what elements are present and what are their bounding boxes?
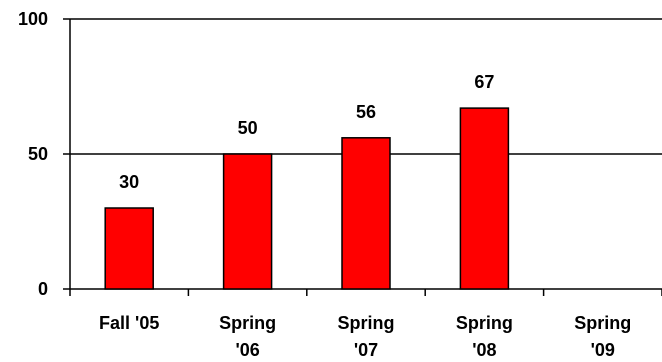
value-label-2: 56 [356, 102, 376, 122]
bar-1 [222, 153, 273, 290]
x-category-label-2-1: '07 [354, 340, 378, 360]
bar-2 [341, 137, 391, 290]
y-tick-label-0: 0 [38, 279, 48, 299]
bar-3 [459, 107, 510, 290]
x-category-label-1-1: '06 [235, 340, 259, 360]
labels: 0 50 100 30 Fall '05 50 Spring '06 56 Spring '07 67… [18, 9, 631, 360]
value-label-1: 50 [238, 118, 258, 138]
bars [104, 107, 510, 290]
x-category-label-3-1: '08 [472, 340, 496, 360]
y-tick-label-100: 100 [18, 9, 48, 29]
value-label-0: 30 [119, 172, 139, 192]
x-category-label-4-0: Spring [574, 313, 631, 333]
y-tick-label-50: 50 [28, 144, 48, 164]
bar-0 [104, 207, 154, 290]
x-category-label-0-0: Fall '05 [99, 313, 159, 333]
x-category-label-2-0: Spring [338, 313, 395, 333]
x-category-label-1-0: Spring [219, 313, 276, 333]
gridlines [70, 18, 662, 155]
x-category-label-4-1: '09 [591, 340, 615, 360]
x-category-label-3-0: Spring [456, 313, 513, 333]
value-label-3: 67 [474, 72, 494, 92]
